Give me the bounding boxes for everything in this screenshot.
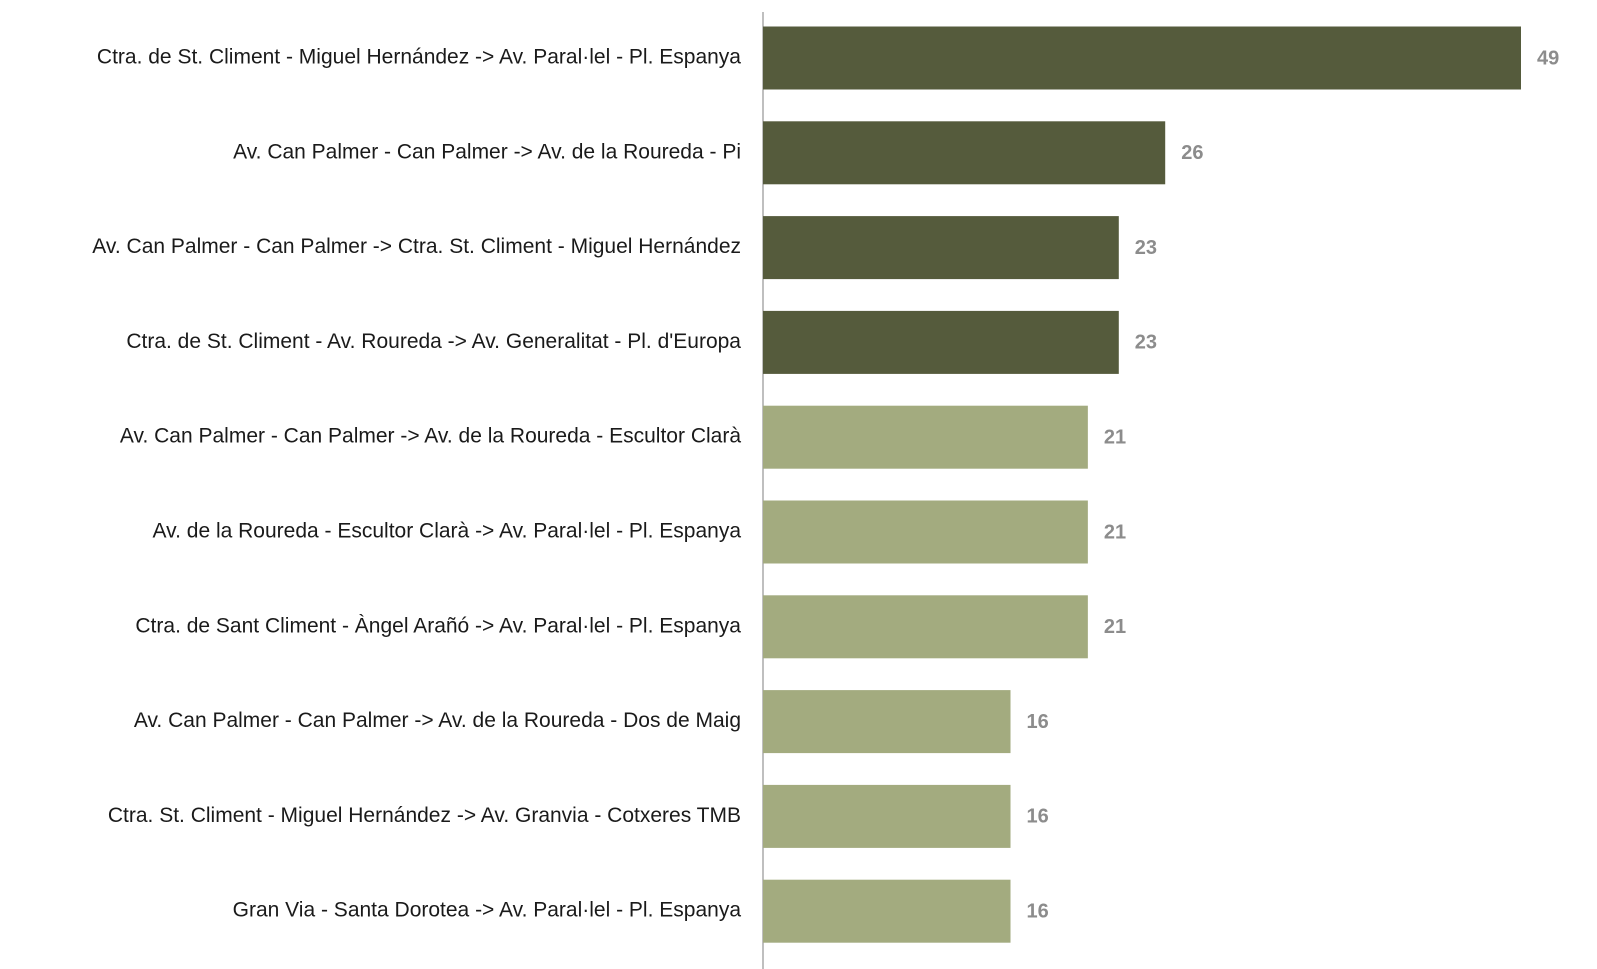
category-label: Av. Can Palmer - Can Palmer -> Av. de la… — [134, 709, 741, 732]
value-label: 23 — [1135, 237, 1157, 259]
value-label: 49 — [1537, 47, 1559, 69]
bar — [763, 26, 1521, 90]
value-label: 21 — [1104, 521, 1126, 543]
bar — [763, 310, 1119, 374]
value-label: 26 — [1181, 142, 1203, 164]
bar — [763, 879, 1011, 943]
category-label: Ctra. St. Climent - Miguel Hernández -> … — [108, 804, 741, 827]
bar — [763, 595, 1088, 659]
value-label: 16 — [1027, 900, 1049, 922]
bar — [763, 216, 1119, 280]
value-label: 23 — [1135, 332, 1157, 354]
value-label: 21 — [1104, 616, 1126, 638]
bar — [763, 690, 1011, 754]
bar — [763, 121, 1166, 185]
value-label: 21 — [1104, 426, 1126, 448]
bar — [763, 405, 1088, 469]
category-label: Ctra. de St. Climent - Miguel Hernández … — [97, 46, 741, 69]
category-label: Av. Can Palmer - Can Palmer -> Av. de la… — [233, 140, 741, 163]
bar — [763, 500, 1088, 564]
category-label: Ctra. de Sant Climent - Àngel Arañó -> A… — [135, 614, 741, 637]
bar — [763, 784, 1011, 848]
value-label: 16 — [1027, 711, 1049, 733]
category-label: Gran Via - Santa Dorotea -> Av. Paral·le… — [233, 899, 742, 922]
category-label: Av. Can Palmer - Can Palmer -> Ctra. St.… — [92, 235, 741, 258]
value-label: 16 — [1027, 806, 1049, 828]
category-label: Ctra. de St. Climent - Av. Roureda -> Av… — [126, 330, 741, 353]
category-label: Av. Can Palmer - Can Palmer -> Av. de la… — [120, 425, 741, 448]
category-label: Av. de la Roureda - Escultor Clarà -> Av… — [153, 520, 742, 543]
